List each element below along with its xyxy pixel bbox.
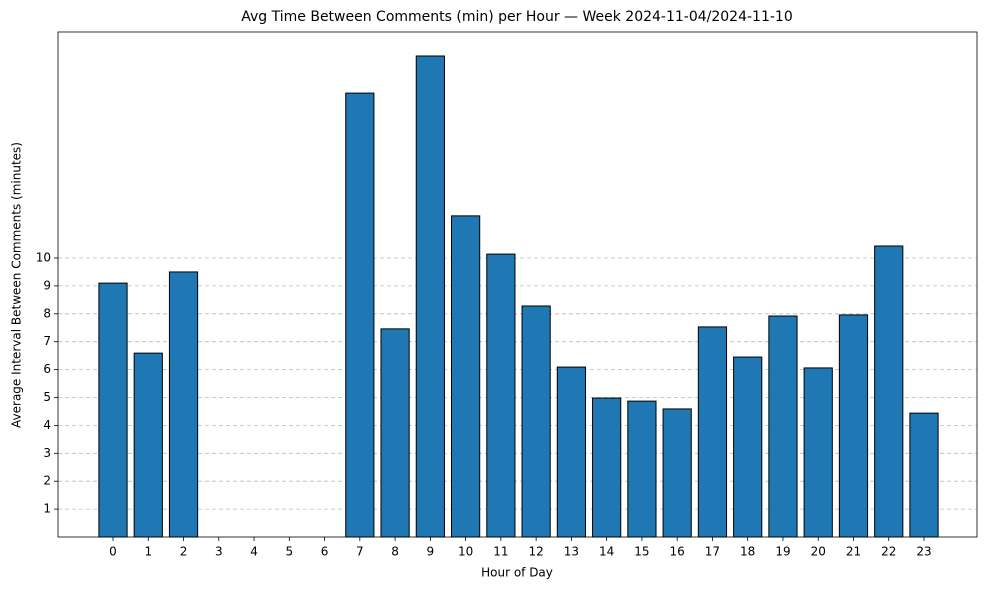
bar: [556, 366, 586, 538]
chart-title: Avg Time Between Comments (min) per Hour…: [241, 9, 792, 25]
x-axis-label: Hour of Day: [481, 566, 553, 580]
y-tick-label: 3: [43, 446, 51, 460]
x-tick-label: 2: [180, 545, 188, 559]
x-tick-label: 22: [881, 545, 896, 559]
bar: [662, 408, 692, 538]
bar: [592, 397, 622, 538]
x-tick-label: 8: [391, 545, 399, 559]
bar: [133, 352, 163, 538]
y-tick-label: 10: [36, 250, 51, 264]
bar: [98, 282, 128, 538]
bar: [627, 400, 657, 538]
x-tick-label: 4: [250, 545, 258, 559]
y-tick-label: 4: [43, 418, 51, 432]
x-tick-label: 10: [458, 545, 473, 559]
x-tick-label: 9: [427, 545, 435, 559]
bar: [874, 245, 904, 538]
y-tick-label: 2: [43, 474, 51, 488]
y-tick-label: 1: [43, 502, 51, 516]
bar: [697, 326, 728, 538]
y-tick-label: 9: [43, 278, 51, 292]
x-tick-label: 0: [109, 545, 117, 559]
bar: [521, 305, 551, 538]
x-tick-label: 7: [356, 545, 364, 559]
x-tick-label: 15: [634, 545, 649, 559]
plot-frame: [57, 31, 978, 538]
y-axis-label: Average Interval Between Comments (minut…: [10, 142, 24, 428]
bar: [733, 356, 763, 538]
y-tick-label: 8: [43, 306, 51, 320]
bar: [803, 367, 833, 538]
x-tick-label: 18: [740, 545, 755, 559]
y-tick-label: 5: [43, 390, 51, 404]
x-tick-label: 1: [144, 545, 152, 559]
x-tick-label: 19: [775, 545, 790, 559]
bar: [768, 315, 798, 538]
x-tick-label: 6: [321, 545, 329, 559]
x-tick-label: 20: [811, 545, 826, 559]
bar: [486, 253, 516, 538]
y-tick-label: 7: [43, 334, 51, 348]
bar: [345, 92, 375, 538]
y-tick-label: 6: [43, 362, 51, 376]
bar: [838, 314, 869, 538]
x-tick-label: 14: [599, 545, 614, 559]
x-tick-label: 12: [528, 545, 543, 559]
bar: [415, 55, 445, 538]
bar: [451, 215, 481, 538]
x-tick-label: 11: [493, 545, 508, 559]
x-tick-label: 5: [285, 545, 293, 559]
bar: [168, 271, 199, 538]
x-tick-label: 3: [215, 545, 223, 559]
x-tick-label: 13: [564, 545, 579, 559]
x-tick-label: 21: [846, 545, 861, 559]
x-tick-label: 16: [670, 545, 685, 559]
bar: [909, 412, 939, 538]
x-tick-label: 23: [916, 545, 931, 559]
x-tick-label: 17: [705, 545, 720, 559]
bar: [380, 328, 410, 538]
